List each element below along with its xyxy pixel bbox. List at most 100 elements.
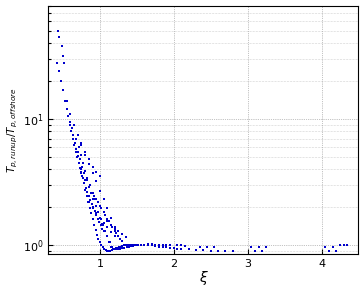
Point — [70, 136, 75, 141]
Point — [263, 244, 269, 249]
Point — [62, 98, 68, 103]
Point — [135, 243, 141, 248]
Point — [112, 246, 118, 251]
Point — [94, 232, 100, 237]
Point — [95, 210, 101, 214]
Point — [69, 126, 75, 130]
Point — [104, 219, 110, 223]
Point — [73, 150, 79, 154]
Point — [149, 243, 155, 248]
Point — [82, 150, 88, 154]
Point — [109, 248, 115, 252]
Point — [249, 244, 254, 249]
Point — [90, 205, 96, 210]
Point — [167, 245, 173, 250]
Point — [326, 248, 332, 253]
Point — [333, 248, 339, 253]
Point — [97, 240, 103, 245]
Point — [98, 223, 104, 228]
Point — [93, 197, 99, 202]
Point — [97, 174, 103, 179]
Point — [124, 243, 130, 247]
Point — [149, 242, 155, 247]
Point — [108, 244, 114, 249]
Point — [74, 136, 79, 141]
Point — [104, 234, 110, 239]
Point — [79, 140, 84, 145]
Point — [175, 246, 181, 251]
Point — [106, 219, 112, 224]
Point — [108, 222, 114, 227]
Point — [106, 239, 112, 244]
Point — [97, 215, 103, 220]
Point — [113, 231, 119, 235]
Point — [71, 143, 77, 148]
Point — [102, 228, 107, 233]
Point — [193, 248, 199, 252]
Point — [88, 190, 94, 195]
Point — [65, 114, 71, 119]
Point — [123, 235, 129, 239]
Point — [106, 248, 112, 253]
Point — [112, 224, 118, 229]
Point — [104, 248, 110, 253]
Point — [230, 248, 236, 253]
Point — [124, 245, 130, 249]
Point — [84, 176, 90, 180]
Point — [75, 132, 81, 137]
Point — [115, 247, 121, 252]
Point — [87, 205, 92, 210]
Point — [107, 248, 113, 253]
Point — [104, 216, 110, 221]
Point — [76, 160, 82, 165]
Point — [153, 243, 158, 247]
Point — [97, 216, 103, 221]
Point — [112, 247, 118, 252]
Point — [127, 243, 132, 247]
Point — [90, 217, 95, 221]
Point — [76, 145, 82, 149]
Point — [171, 246, 177, 251]
Point — [87, 182, 92, 187]
Point — [182, 244, 188, 248]
Point — [68, 129, 74, 134]
Point — [100, 222, 106, 227]
Point — [163, 245, 169, 249]
Point — [89, 190, 95, 195]
Point — [76, 160, 82, 165]
Point — [56, 35, 62, 39]
Point — [80, 176, 86, 180]
Point — [77, 166, 83, 170]
Point — [58, 79, 64, 84]
Point — [86, 162, 92, 166]
Point — [85, 200, 91, 204]
Point — [113, 247, 119, 252]
Point — [103, 248, 109, 252]
Point — [82, 152, 88, 157]
Point — [82, 181, 87, 185]
Point — [138, 243, 143, 247]
Point — [113, 246, 119, 251]
Point — [93, 213, 99, 217]
Point — [330, 244, 336, 249]
Point — [108, 215, 114, 220]
Point — [59, 44, 64, 49]
Point — [167, 243, 173, 248]
Point — [91, 222, 97, 227]
Point — [102, 213, 108, 218]
Point — [119, 244, 125, 248]
Point — [84, 194, 90, 198]
Point — [104, 225, 110, 230]
Point — [93, 170, 99, 174]
Point — [341, 243, 347, 247]
Point — [337, 243, 343, 247]
Point — [109, 244, 115, 249]
Point — [95, 236, 101, 241]
Point — [93, 210, 99, 215]
Point — [86, 184, 92, 189]
Point — [67, 112, 73, 116]
Point — [96, 220, 102, 224]
Point — [71, 123, 77, 127]
Point — [91, 194, 97, 198]
Point — [160, 245, 166, 249]
